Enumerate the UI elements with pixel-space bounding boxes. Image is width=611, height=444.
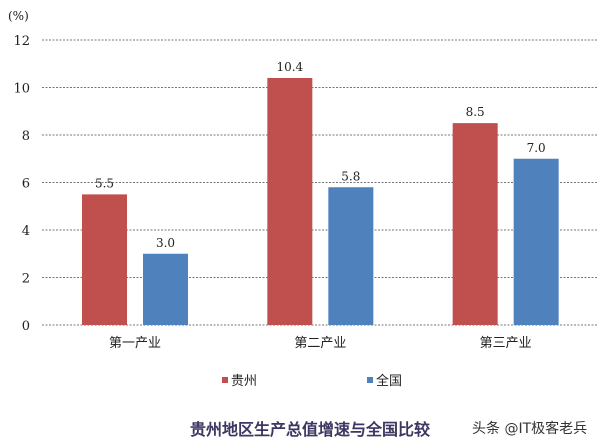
- y-tick-label: 10: [13, 82, 30, 97]
- data-label: 3.0: [156, 236, 175, 250]
- x-tick-label: 第三产业: [480, 336, 532, 351]
- y-tick-label: 4: [22, 224, 30, 239]
- chart-title: 贵州地区生产总值增速与全国比较: [190, 420, 431, 439]
- data-label: 5.5: [95, 176, 114, 190]
- data-label: 7.0: [527, 141, 546, 155]
- y-tick-label: 6: [22, 177, 30, 192]
- bar-national: [513, 158, 559, 325]
- legend-item-national: 全国: [367, 370, 402, 389]
- y-tick-label: 8: [22, 129, 30, 144]
- legend-label: 贵州: [231, 374, 258, 389]
- y-tick-label: 2: [22, 272, 30, 287]
- bar-national: [143, 253, 188, 325]
- data-label: 10.4: [276, 60, 303, 74]
- data-label: 8.5: [466, 105, 485, 119]
- y-tick-label: 12: [13, 34, 30, 49]
- x-tick-label: 第二产业: [294, 336, 346, 351]
- legend-swatch-guizhou: [222, 376, 228, 383]
- y-tick-label: 0: [22, 319, 30, 334]
- bar-guizhou: [267, 78, 313, 325]
- y-axis-unit: (%): [8, 9, 29, 23]
- legend-swatch-national: [367, 376, 373, 383]
- legend-label: 全国: [376, 374, 403, 389]
- bar-guizhou: [452, 123, 498, 325]
- bar-national: [328, 187, 374, 325]
- x-tick-label: 第一产业: [109, 336, 161, 351]
- bar-guizhou: [82, 194, 127, 325]
- legend-item-guizhou: 贵州: [222, 370, 257, 389]
- data-label: 5.8: [341, 169, 360, 183]
- watermark: 头条 @IT极客老兵: [472, 421, 588, 437]
